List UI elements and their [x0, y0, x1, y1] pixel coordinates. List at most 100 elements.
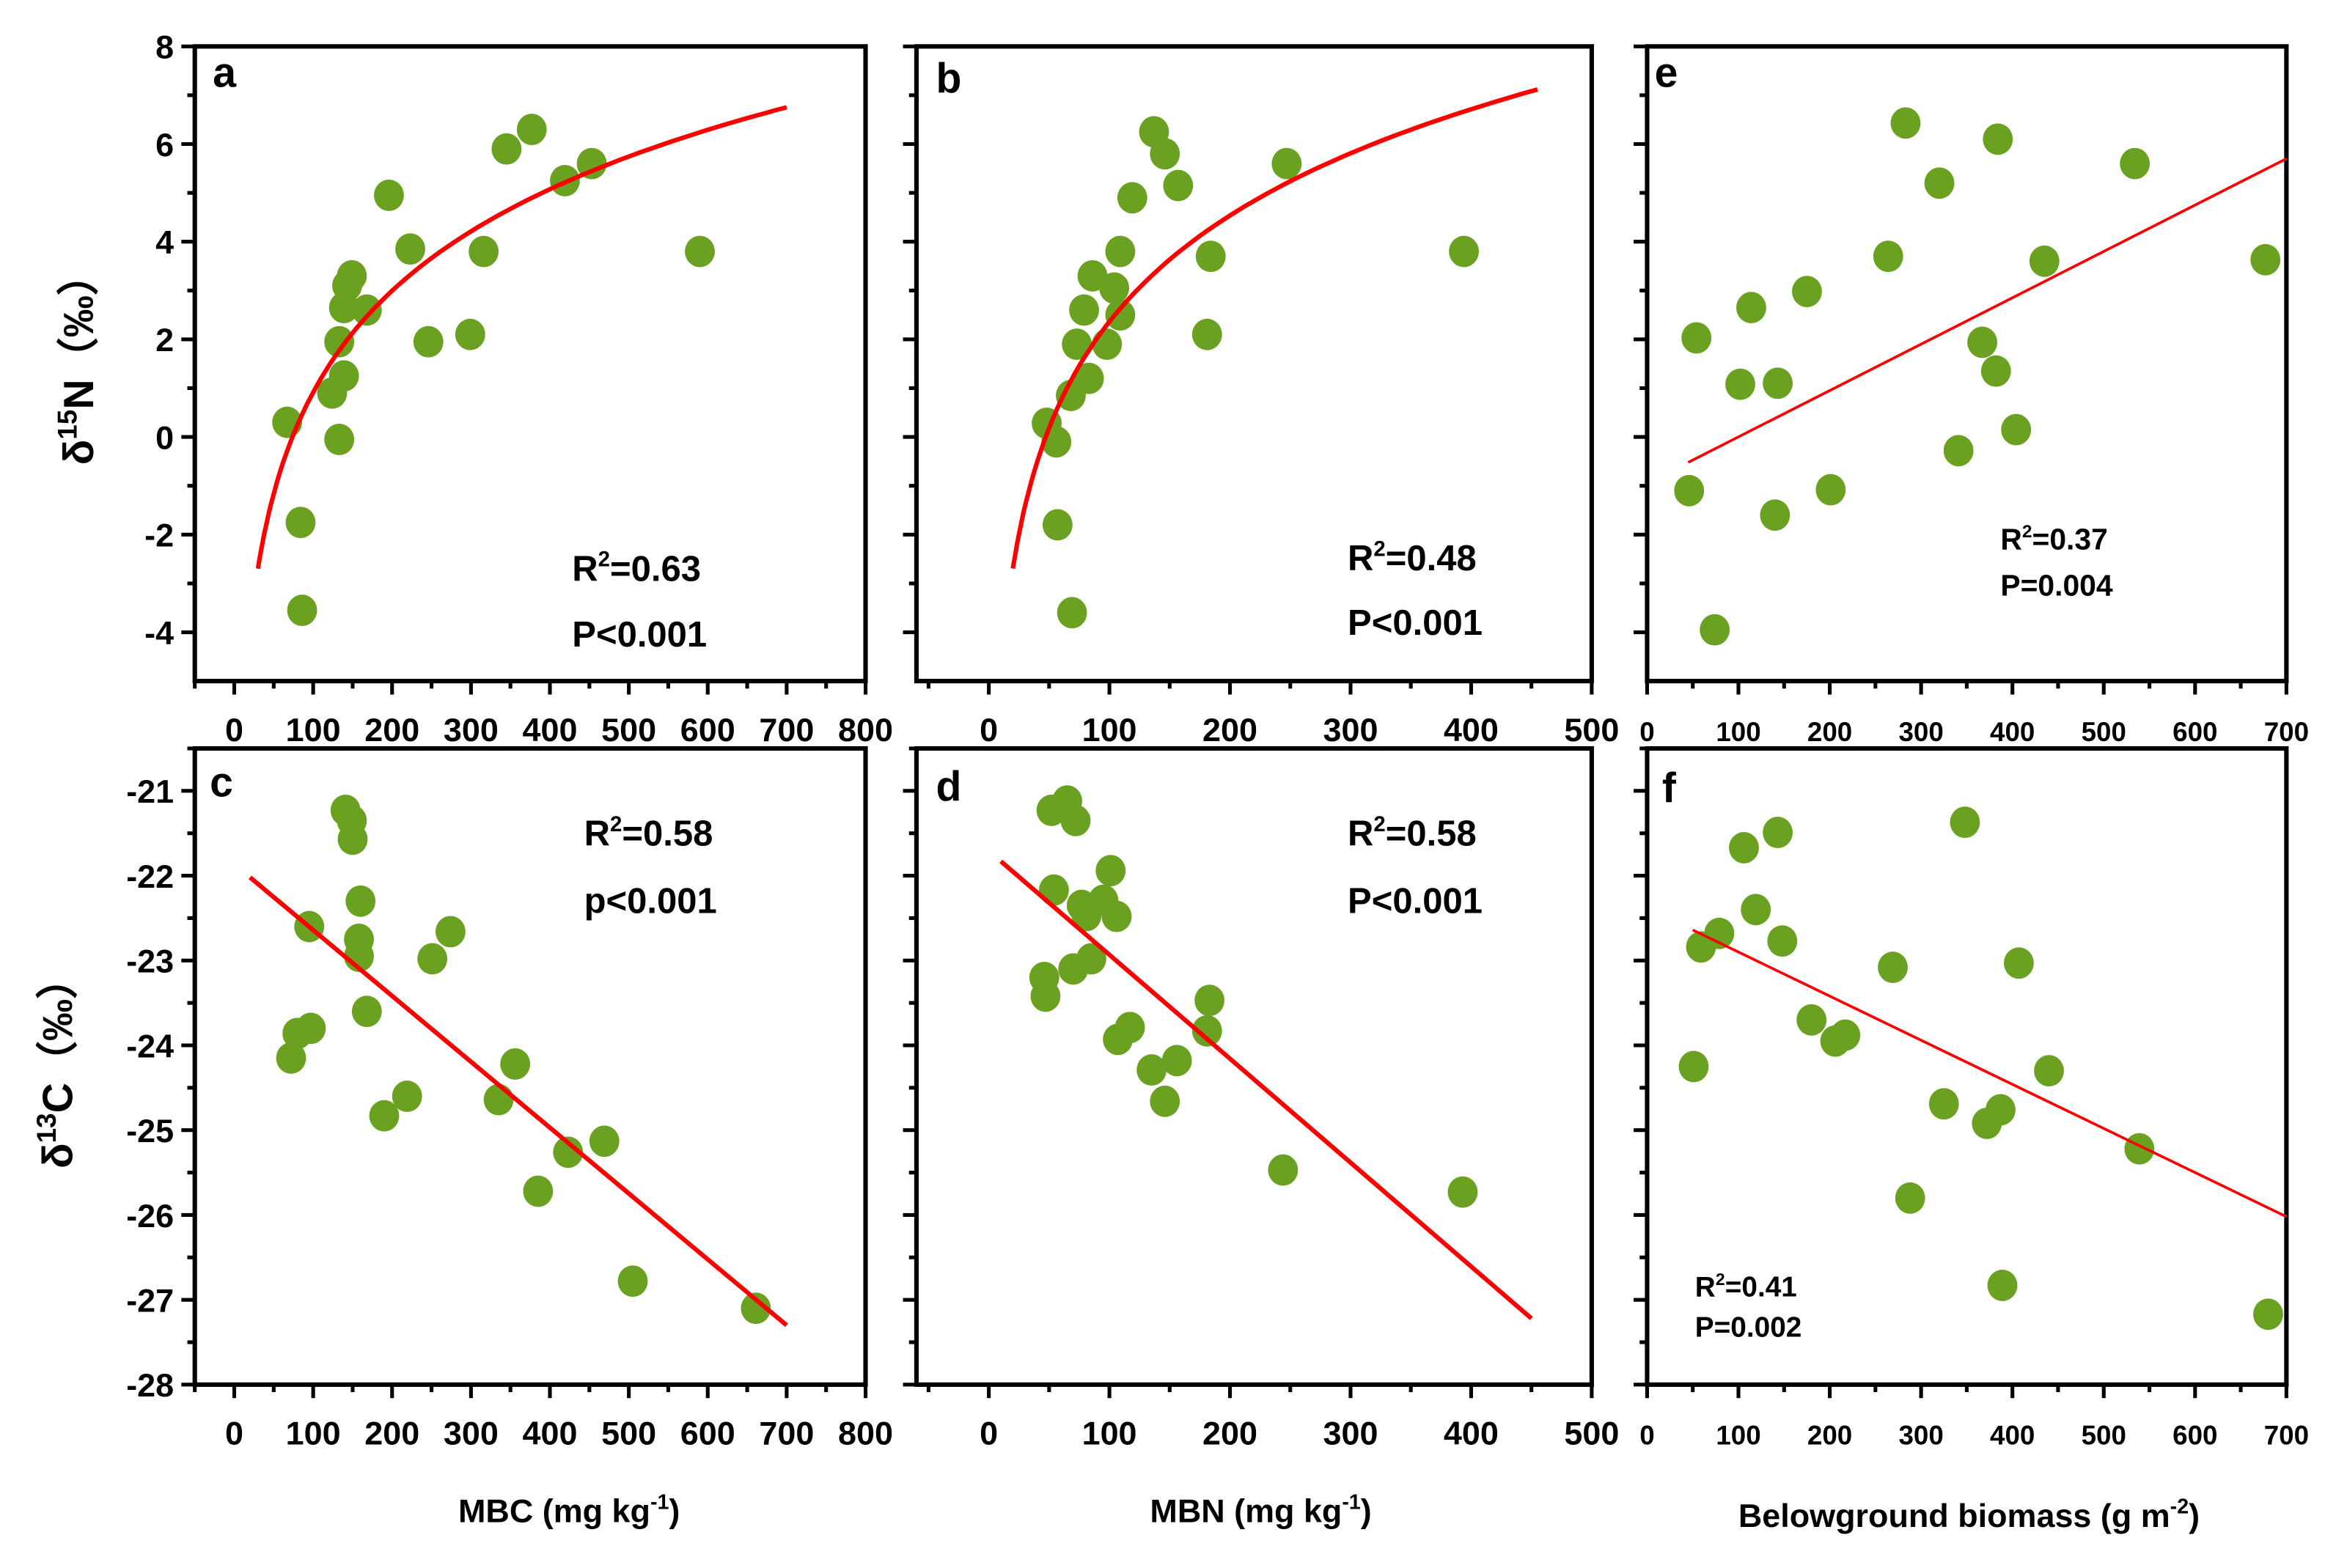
- data-point: [392, 1080, 422, 1112]
- data-point: [1062, 328, 1092, 361]
- x-tick-label: 200: [364, 1415, 419, 1452]
- data-point: [553, 1136, 584, 1168]
- x-tick-label: 400: [1444, 1415, 1499, 1452]
- data-point: [328, 360, 359, 392]
- data-point: [374, 179, 404, 211]
- data-point: [1700, 614, 1730, 646]
- x-tick-label: 0: [1639, 1421, 1654, 1451]
- data-point: [1763, 817, 1793, 848]
- x-tick-label: 600: [680, 711, 735, 748]
- plot-frame: [192, 746, 868, 1387]
- data-point: [483, 1083, 514, 1116]
- x-tick-label: 500: [2082, 717, 2126, 747]
- x-tick-label: 500: [601, 711, 656, 748]
- x-tick-label: 200: [1202, 711, 1257, 748]
- x-tick-label: 100: [1716, 717, 1760, 747]
- data-point: [1161, 1045, 1192, 1077]
- x-tick-label: 600: [2172, 717, 2217, 747]
- panel-label: e: [1655, 49, 1678, 96]
- y-tick-label: 4: [155, 224, 174, 261]
- x-tick-label: 0: [980, 1415, 998, 1452]
- x-tick-label: 700: [2264, 1421, 2309, 1451]
- data-point: [1924, 167, 1955, 199]
- data-point: [1030, 980, 1061, 1012]
- data-point: [1681, 322, 1712, 354]
- data-point: [685, 235, 715, 268]
- panel-label: a: [213, 49, 237, 96]
- x-tick-label: 300: [1323, 1415, 1378, 1452]
- data-point: [287, 595, 317, 626]
- x-tick-label: 100: [1082, 1415, 1137, 1452]
- data-point: [1950, 806, 1980, 839]
- data-point: [1830, 1019, 1861, 1051]
- x-tick-label: 700: [759, 711, 814, 748]
- x-tick-label: 200: [1807, 1421, 1852, 1451]
- data-point: [1105, 299, 1136, 331]
- panel-label: c: [210, 759, 233, 806]
- fit-curve: [1010, 87, 1538, 570]
- fit-line: [999, 859, 1533, 1320]
- data-point: [1073, 362, 1104, 394]
- data-point: [1895, 1182, 1925, 1214]
- x-tick-label: 400: [523, 711, 578, 748]
- x-tick-label: 0: [980, 711, 998, 748]
- data-point: [1767, 925, 1798, 957]
- y-tick-label: -22: [126, 858, 174, 895]
- x-tick-label: 300: [1323, 711, 1378, 748]
- plot-frame: [914, 746, 1594, 1387]
- data-point: [1678, 1050, 1709, 1083]
- x-tick-label: 300: [1898, 1421, 1943, 1451]
- data-point: [1967, 326, 1998, 358]
- panel-label: f: [1662, 765, 1677, 812]
- y-tick-label: -24: [126, 1027, 174, 1064]
- data-point: [1449, 235, 1479, 268]
- y-axis-label-d13c: δ13C（‰）: [32, 957, 81, 1168]
- data-point: [295, 1012, 326, 1045]
- data-point: [2120, 147, 2150, 180]
- x-tick-label: 100: [286, 1415, 341, 1452]
- data-point: [1741, 894, 1771, 926]
- x-tick-label: 300: [444, 711, 499, 748]
- data-point: [1268, 1154, 1299, 1186]
- data-point: [2250, 243, 2281, 276]
- x-tick-label: 400: [1444, 711, 1499, 748]
- data-point: [337, 260, 367, 292]
- data-point: [1878, 952, 1908, 983]
- x-tick-label: 800: [838, 1415, 893, 1452]
- x-tick-label: 200: [364, 711, 419, 748]
- data-point: [395, 233, 425, 265]
- x-tick-label: 200: [1202, 1415, 1257, 1452]
- data-point: [2003, 947, 2034, 979]
- x-tick-label: 100: [1716, 1421, 1760, 1451]
- panel-f: 0 100 200 300 400 500 600 700 f R2=0.41 P=0.002: [1634, 746, 2309, 1451]
- data-point: [1150, 138, 1180, 170]
- data-point: [1191, 318, 1222, 350]
- data-point: [469, 235, 499, 268]
- plot-frame: [192, 44, 868, 684]
- data-point: [1890, 107, 1921, 139]
- fit-line: [249, 875, 788, 1328]
- panel-a: 0 100 200 300 400 500 600 700 800 8 6 4 2 0 -2 -4 a R2=0.…: [144, 29, 893, 748]
- data-point: [617, 1265, 648, 1298]
- data-point: [1792, 276, 1822, 308]
- data-point: [1928, 1088, 1959, 1120]
- data-point: [345, 885, 376, 917]
- x-tick-label: 500: [1564, 711, 1619, 748]
- data-point: [1986, 1094, 2016, 1126]
- plot-frame: [914, 44, 1594, 684]
- y-tick-label: -4: [144, 614, 174, 652]
- y-tick-label: 8: [155, 29, 174, 66]
- data-point: [1039, 874, 1069, 906]
- data-point: [2124, 1133, 2155, 1165]
- data-point: [1983, 123, 2013, 155]
- data-point: [1105, 235, 1136, 268]
- x-tick-label: 400: [523, 1415, 578, 1452]
- p-value-annotation: P=0.004: [2000, 569, 2113, 603]
- x-tick-label: 500: [1564, 1415, 1619, 1452]
- data-point: [1195, 240, 1226, 273]
- data-point: [1069, 294, 1099, 326]
- y-tick-label: -21: [126, 773, 174, 810]
- data-point: [500, 1048, 531, 1080]
- data-point: [435, 916, 466, 948]
